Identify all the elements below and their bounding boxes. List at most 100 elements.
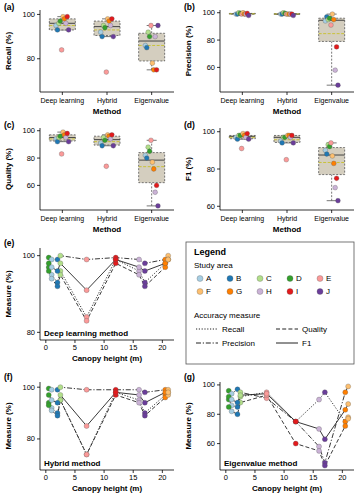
- y-tick-label: 60: [27, 181, 35, 190]
- y-tick-label: 100: [202, 380, 215, 389]
- panel-title: Deep learning method: [44, 329, 128, 338]
- x-tick-label: Deep learning: [41, 97, 85, 105]
- y-tick-label: 100: [202, 8, 215, 17]
- legend-label: F: [206, 287, 211, 296]
- point: [46, 392, 51, 397]
- point: [49, 276, 54, 281]
- y-tick: [37, 158, 40, 159]
- legend-marker: [287, 276, 293, 282]
- plot-area: [46, 253, 170, 323]
- point: [333, 68, 338, 73]
- point: [142, 390, 147, 395]
- point: [111, 143, 116, 148]
- legend-label: Quality: [302, 325, 327, 334]
- legend-marker: [317, 276, 323, 282]
- y-tick: [217, 384, 220, 385]
- point: [58, 253, 63, 258]
- point: [137, 257, 142, 262]
- point: [137, 265, 142, 270]
- point: [108, 23, 113, 28]
- x-tick-label: Hybrid: [97, 97, 117, 105]
- legend-label: B: [236, 274, 241, 283]
- point: [65, 14, 70, 19]
- y-tick: [217, 169, 220, 170]
- series-line: [229, 386, 348, 462]
- point: [66, 139, 71, 144]
- y-tick: [37, 255, 40, 256]
- x-axis: [40, 470, 174, 471]
- x-label: Canopy height (m): [72, 484, 143, 493]
- point: [142, 284, 147, 289]
- point: [280, 141, 285, 146]
- point: [331, 161, 336, 166]
- legend-label: E: [326, 274, 331, 283]
- x-label: Method: [273, 107, 302, 116]
- legend-marker: [257, 289, 263, 295]
- series-line: [229, 392, 348, 421]
- y-tick: [217, 40, 220, 41]
- x-tick: [287, 92, 288, 95]
- x-tick: [107, 210, 108, 213]
- x-label: Canopy height (m): [72, 354, 143, 363]
- x-label: Canopy height (m): [252, 484, 323, 493]
- point: [166, 390, 171, 395]
- point: [58, 261, 63, 266]
- point: [153, 34, 158, 39]
- series-line: [49, 260, 168, 318]
- point: [343, 407, 348, 412]
- point: [113, 257, 118, 262]
- x-tick-label: 5: [253, 473, 257, 482]
- legend-label: A: [206, 274, 212, 283]
- point: [336, 83, 341, 88]
- point: [104, 70, 109, 75]
- box-panel: (b)Precision (%)Method6080100Deep learni…: [184, 2, 354, 116]
- legend-marker: [317, 289, 323, 295]
- box: [319, 18, 345, 41]
- point: [245, 131, 250, 136]
- y-tick-label: 100: [22, 126, 35, 135]
- legend-label: Precision: [222, 339, 255, 348]
- x-tick-label: Hybrid: [277, 97, 297, 105]
- point: [103, 138, 108, 143]
- y-tick-label: 80: [27, 154, 35, 163]
- whisker-cap: [327, 85, 337, 86]
- point: [146, 30, 151, 35]
- plot-area: [229, 10, 344, 87]
- point: [238, 393, 243, 398]
- series-line: [49, 260, 168, 291]
- legend-marker: [227, 276, 233, 282]
- y-axis: [40, 10, 41, 92]
- panel-label: (c): [4, 120, 15, 130]
- x-tick-label: Eigenvalue: [134, 215, 169, 223]
- y-tick-label: 80: [27, 54, 35, 63]
- point: [84, 257, 89, 262]
- box: [139, 33, 165, 61]
- x-tick-label: 0: [224, 473, 228, 482]
- y-label: Measure (%): [4, 402, 13, 449]
- point: [235, 412, 240, 417]
- point: [55, 284, 60, 289]
- point: [239, 146, 244, 151]
- legend-label: F1: [302, 339, 312, 348]
- box: [94, 21, 120, 35]
- point: [100, 34, 105, 39]
- point: [55, 400, 60, 405]
- point: [46, 403, 51, 408]
- point: [84, 288, 89, 293]
- x-tick: [62, 92, 63, 95]
- point: [55, 28, 60, 33]
- plot-area: [46, 385, 170, 457]
- mean: [319, 33, 345, 34]
- point: [293, 419, 298, 424]
- y-axis: [40, 128, 41, 210]
- whisker: [331, 175, 332, 201]
- median: [139, 41, 165, 42]
- point: [84, 318, 89, 323]
- legend-label: Recall: [222, 325, 244, 334]
- point: [317, 397, 322, 402]
- y-tick-label: 80: [27, 328, 35, 337]
- y-tick: [217, 414, 220, 415]
- y-tick: [217, 443, 220, 444]
- point: [290, 133, 295, 138]
- point: [334, 176, 339, 181]
